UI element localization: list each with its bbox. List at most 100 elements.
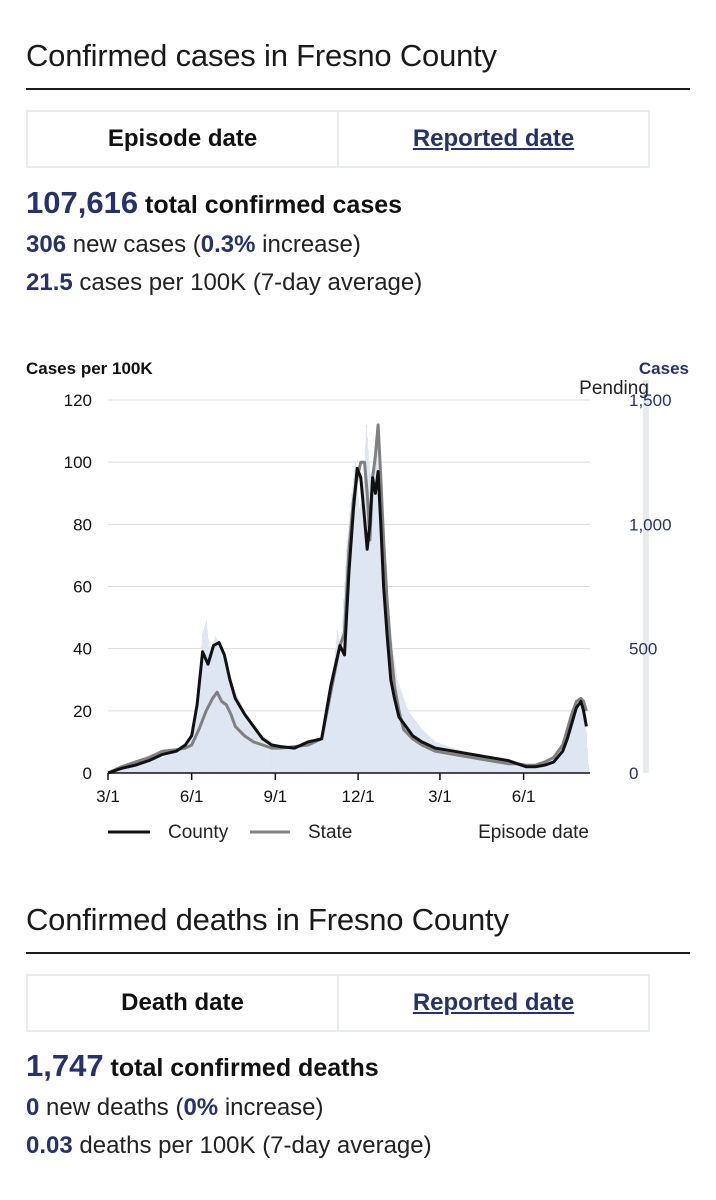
daily-case-bar: [511, 763, 513, 773]
daily-case-bar: [434, 741, 436, 773]
daily-case-bar: [554, 756, 557, 773]
daily-case-bar: [520, 764, 522, 773]
daily-case-bar: [434, 741, 437, 773]
death-rate-label: deaths per 100K (7-day average): [79, 1132, 432, 1159]
daily-case-bar: [437, 742, 439, 773]
daily-case-bar: [352, 485, 354, 773]
daily-case-bar: [300, 746, 302, 773]
daily-case-bar: [219, 646, 221, 773]
daily-case-bar: [476, 756, 478, 773]
daily-case-bar: [446, 745, 448, 773]
daily-case-bar: [376, 443, 378, 773]
daily-case-bar: [415, 722, 418, 773]
daily-case-bar: [522, 764, 524, 773]
pending-label: Pending: [579, 378, 649, 399]
daily-case-bar: [430, 737, 432, 773]
daily-case-bar: [466, 752, 468, 773]
new-deaths-line: 0 new deaths (0% increase): [26, 1094, 432, 1122]
daily-case-bar: [427, 735, 429, 773]
daily-case-bar: [492, 761, 494, 773]
deaths-date-toggle: Death date Reported date: [26, 974, 650, 1032]
daily-case-bar: [405, 705, 408, 773]
daily-case-bar: [184, 748, 187, 773]
daily-case-bar: [372, 469, 374, 773]
daily-case-bar: [125, 766, 127, 773]
daily-case-bar: [463, 751, 465, 773]
daily-case-bar: [191, 732, 193, 773]
daily-case-bar: [318, 738, 320, 773]
daily-case-bar: [402, 695, 404, 773]
daily-case-bar: [213, 639, 216, 773]
daily-case-bar: [285, 747, 288, 773]
daily-case-bar: [578, 707, 580, 773]
daily-case-bar: [417, 724, 419, 773]
daily-case-bar: [309, 744, 311, 773]
daily-case-bar: [387, 610, 389, 773]
daily-case-bar: [243, 708, 245, 773]
daily-case-bar: [367, 449, 369, 773]
daily-case-bar: [544, 763, 547, 773]
daily-case-bar: [328, 702, 330, 773]
daily-case-bar: [139, 762, 141, 773]
daily-case-bar: [496, 761, 498, 773]
daily-case-bar: [349, 511, 351, 773]
daily-case-bar: [562, 746, 564, 773]
toggle-reported-date-link[interactable]: Reported date: [337, 112, 648, 166]
daily-case-bar: [248, 720, 250, 773]
daily-case-bar: [444, 745, 447, 773]
daily-case-bar: [172, 753, 174, 773]
daily-case-bar: [574, 716, 577, 773]
daily-case-bar: [281, 746, 283, 773]
daily-case-bar: [211, 648, 213, 773]
daily-case-bar: [351, 493, 353, 773]
daily-case-bar: [276, 745, 278, 773]
daily-case-bar: [209, 654, 211, 773]
daily-case-bar: [175, 751, 177, 773]
daily-case-bar: [261, 734, 263, 773]
daily-case-bar: [567, 736, 569, 773]
daily-case-bar: [470, 754, 472, 773]
daily-case-bar: [149, 760, 151, 773]
daily-case-bar: [374, 462, 376, 773]
daily-case-bar: [491, 760, 493, 773]
daily-case-bar: [457, 749, 459, 773]
y-tick-label: 60: [73, 578, 92, 597]
daily-case-bar: [186, 743, 188, 773]
daily-case-bar: [326, 716, 328, 773]
toggle-death-date[interactable]: Death date: [121, 989, 244, 1016]
daily-case-bar: [556, 754, 559, 773]
daily-case-bar: [559, 751, 561, 773]
daily-case-bar: [174, 752, 177, 773]
daily-case-bar: [435, 742, 438, 773]
daily-case-bar: [547, 761, 549, 773]
daily-case-bar: [265, 738, 267, 773]
daily-case-bar: [515, 764, 518, 773]
daily-case-bar: [347, 530, 349, 773]
daily-case-bar: [121, 768, 123, 773]
daily-case-bar: [498, 762, 500, 773]
daily-case-bar: [517, 764, 519, 773]
daily-case-bar: [424, 732, 427, 773]
cases-section: Confirmed cases in Fresno County: [26, 38, 690, 90]
daily-case-bar: [585, 732, 588, 773]
daily-case-bar: [586, 748, 589, 773]
daily-case-bar: [294, 747, 297, 773]
daily-case-bar: [320, 734, 322, 773]
daily-case-bar: [512, 764, 514, 773]
case-rate-label: cases per 100K (7-day average): [79, 269, 423, 296]
daily-case-bar: [356, 485, 358, 773]
daily-case-bar: [164, 756, 167, 773]
daily-case-bar: [504, 763, 507, 773]
toggle-episode-date[interactable]: Episode date: [107, 125, 258, 152]
daily-case-bar: [233, 689, 236, 773]
daily-case-bar: [433, 740, 435, 773]
daily-case-bar: [364, 462, 366, 773]
daily-case-bar: [236, 695, 238, 773]
new-deaths-pct: 0%: [183, 1094, 219, 1121]
daily-case-bar: [224, 659, 227, 773]
daily-case-bar: [127, 766, 129, 773]
daily-case-bar: [368, 462, 370, 773]
daily-case-bar: [584, 717, 587, 773]
daily-case-bar: [239, 701, 241, 773]
toggle-deaths-reported-date-link[interactable]: Reported date: [337, 976, 648, 1030]
